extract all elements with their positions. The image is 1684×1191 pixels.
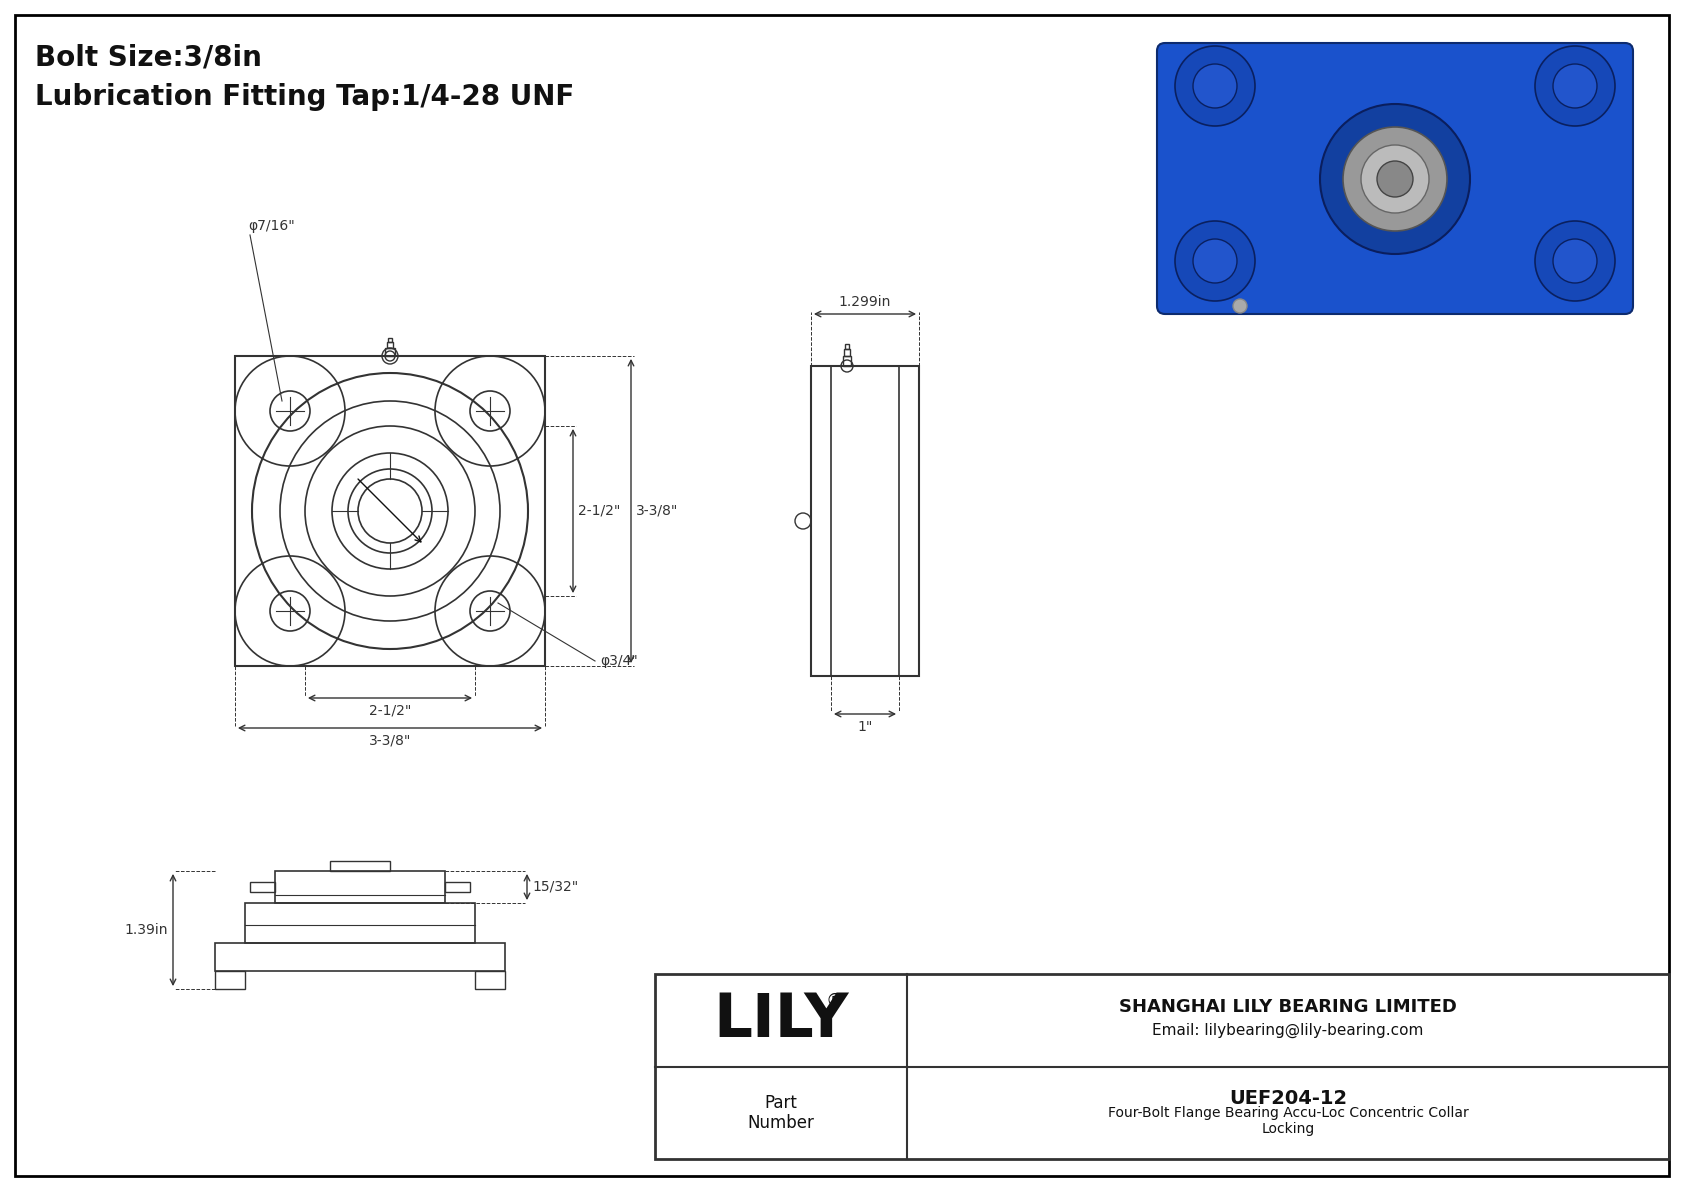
Text: 1.299in: 1.299in [839,295,891,308]
Text: 3-3/8": 3-3/8" [369,734,411,748]
Text: φ3/4": φ3/4" [600,654,638,668]
Text: Four-Bolt Flange Bearing Accu-Loc Concentric Collar
Locking: Four-Bolt Flange Bearing Accu-Loc Concen… [1108,1106,1468,1136]
Text: Lubrication Fitting Tap:1/4-28 UNF: Lubrication Fitting Tap:1/4-28 UNF [35,83,574,111]
Circle shape [1192,64,1238,108]
Circle shape [1361,145,1430,213]
Text: UEF204-12: UEF204-12 [1229,1090,1347,1109]
Circle shape [1344,127,1447,231]
Bar [216,943,505,971]
Text: Email: lilybearing@lily-bearing.com: Email: lilybearing@lily-bearing.com [1152,1023,1423,1039]
Bar [845,344,849,349]
Bar [387,342,392,348]
Bar [445,883,470,892]
Circle shape [1553,239,1596,283]
Circle shape [1378,161,1413,197]
Circle shape [1553,64,1596,108]
Circle shape [1233,299,1246,313]
Circle shape [1175,46,1255,126]
Text: 3-3/8": 3-3/8" [637,504,679,518]
Text: LILY: LILY [714,991,849,1050]
Text: 15/32": 15/32" [532,880,578,894]
Bar [844,356,850,366]
Bar [655,974,1669,1159]
Circle shape [1320,104,1470,254]
Text: 2-1/2": 2-1/2" [369,704,411,718]
Bar [216,971,244,989]
FancyBboxPatch shape [1157,43,1633,314]
Bar [475,971,505,989]
Bar [830,366,899,676]
Bar [330,861,391,871]
Text: 1": 1" [857,721,872,734]
Text: 1.39in: 1.39in [125,923,168,937]
Bar [236,356,546,666]
Text: SHANGHAI LILY BEARING LIMITED: SHANGHAI LILY BEARING LIMITED [1120,998,1457,1016]
Circle shape [1536,46,1615,126]
Text: φ7/16": φ7/16" [248,219,295,233]
Bar [244,903,475,943]
Text: 2-1/2": 2-1/2" [578,504,620,518]
Circle shape [1536,222,1615,301]
Text: ®: ® [825,991,844,1010]
Bar [844,349,850,356]
Bar [249,883,274,892]
Circle shape [1175,222,1255,301]
Text: Part
Number: Part Number [748,1093,815,1133]
Bar [387,338,392,342]
Text: Bolt Size:3/8in: Bolt Size:3/8in [35,43,263,71]
Bar [386,348,396,356]
Bar [812,366,919,676]
Circle shape [1192,239,1238,283]
Bar [274,871,445,903]
